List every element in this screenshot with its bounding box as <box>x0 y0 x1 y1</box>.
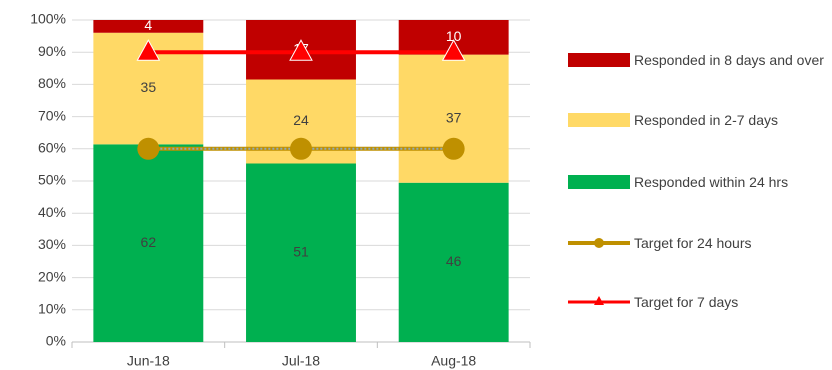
legend-label: Responded within 24 hrs <box>634 174 789 190</box>
legend-label: Target for 7 days <box>634 294 739 310</box>
legend-swatch <box>568 113 630 127</box>
legend-label: Responded in 2-7 days <box>634 112 778 128</box>
x-tick-label: Jul-18 <box>282 353 320 369</box>
y-tick-label: 10% <box>38 301 66 317</box>
y-tick-label: 20% <box>38 268 66 284</box>
y-tick-label: 0% <box>46 333 66 349</box>
data-label: 24 <box>293 112 309 128</box>
y-tick-label: 30% <box>38 236 66 252</box>
target-marker <box>137 137 160 160</box>
target-marker <box>136 39 161 61</box>
legend-item: Target for 7 days <box>568 292 829 312</box>
legend-box <box>568 175 630 189</box>
y-tick-label: 50% <box>38 172 66 188</box>
legend-marker <box>594 296 604 305</box>
y-tick-label: 70% <box>38 107 66 123</box>
target-marker <box>289 39 313 61</box>
legend-item: Target for 24 hours <box>568 233 829 253</box>
bar-segment <box>398 54 509 183</box>
x-tick-label: Jun-18 <box>127 353 170 369</box>
y-tick-label: 90% <box>38 43 66 59</box>
data-label: 62 <box>141 234 157 250</box>
legend-item: Responded in 8 days and over <box>568 50 829 70</box>
chart: 0% 10% 20% 30% 40% 50% 60% 70% 80% 90% 100% Jun-18 6… <box>30 11 531 369</box>
data-label: 37 <box>446 109 462 125</box>
bar-segment <box>398 182 509 342</box>
legend-swatch <box>568 175 630 189</box>
bar-segment <box>246 163 356 342</box>
legend-swatch <box>568 238 630 248</box>
target-marker <box>290 137 312 160</box>
legend-box <box>568 53 630 67</box>
y-tick-label: 60% <box>38 140 66 156</box>
legend-item: Responded in 2-7 days <box>568 110 829 130</box>
legend-marker <box>594 238 604 248</box>
bar-segment <box>93 144 204 342</box>
target-marker <box>441 39 466 61</box>
y-tick-label: 40% <box>38 204 66 220</box>
data-label: 35 <box>141 79 157 95</box>
legend-label: Target for 24 hours <box>634 235 752 251</box>
y-tick-label: 80% <box>38 75 66 91</box>
legend-box <box>568 113 630 127</box>
legend-swatch <box>568 296 630 305</box>
legend: Responded in 8 days and over Responded in… <box>568 0 832 370</box>
bar-segment <box>93 20 204 33</box>
data-label: 51 <box>293 243 309 259</box>
legend-swatch <box>568 53 630 67</box>
data-label: 46 <box>446 253 462 269</box>
legend-label: Responded in 8 days and over <box>634 52 824 68</box>
target-marker <box>442 137 465 160</box>
x-tick-label: Aug-18 <box>431 353 476 369</box>
data-label: 4 <box>144 17 152 33</box>
legend-item: Responded within 24 hrs <box>568 172 829 192</box>
data-label: 10 <box>446 28 462 44</box>
y-tick-label: 100% <box>30 11 66 27</box>
